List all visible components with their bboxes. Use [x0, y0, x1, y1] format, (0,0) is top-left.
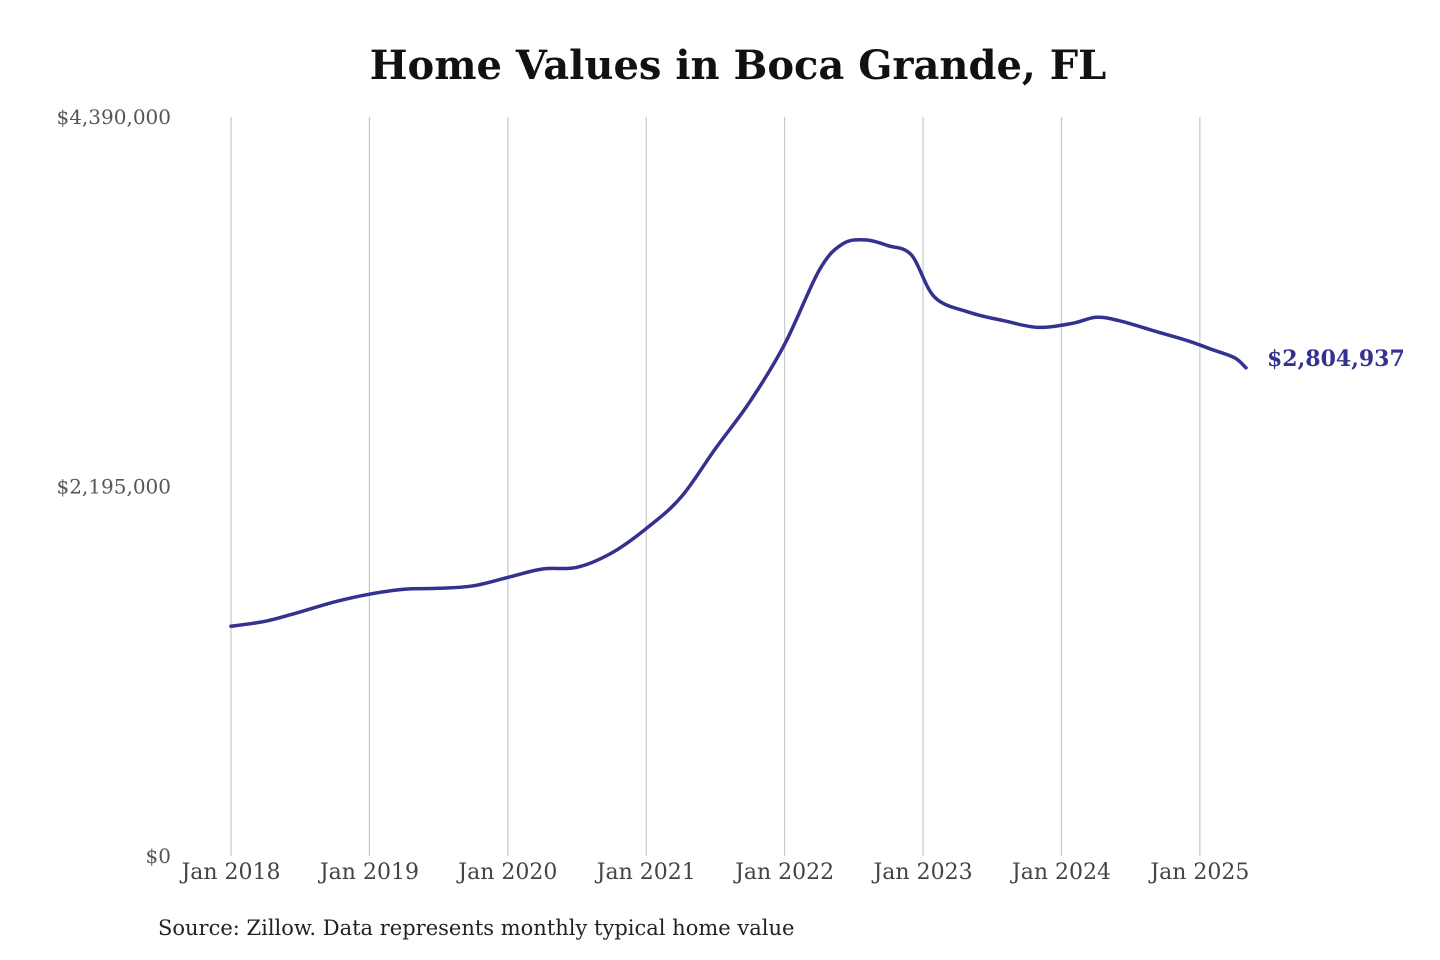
gridlines [230, 117, 1201, 856]
x-tick-label: Jan 2024 [1010, 860, 1111, 885]
x-tick-label: Jan 2018 [179, 860, 280, 885]
x-tick-label: Jan 2020 [456, 860, 557, 885]
series-group [229, 237, 1248, 628]
y-tick-label: $2,195,000 [56, 475, 171, 499]
x-tick-label: Jan 2022 [733, 860, 834, 885]
end-label-group: $2,804,937 [1267, 346, 1405, 372]
y-axis-tick-labels: $0 $2,195,000 $4,390,000 [56, 105, 171, 868]
end-value-label: $2,804,937 [1267, 346, 1405, 372]
series-line [229, 237, 1248, 628]
x-tick-label: Jan 2021 [595, 860, 696, 885]
chart-source-note: Source: Zillow. Data represents monthly … [158, 916, 795, 940]
x-tick-label: Jan 2019 [318, 860, 419, 885]
y-tick-label: $4,390,000 [56, 105, 171, 129]
y-tick-label: $0 [146, 844, 171, 868]
x-axis-tick-labels: Jan 2018 Jan 2019 Jan 2020 Jan 2021 Jan 2022… [179, 860, 1249, 885]
chart-title: Home Values in Boca Grande, FL [369, 42, 1107, 89]
x-tick-label: Jan 2023 [871, 860, 972, 885]
x-tick-label: Jan 2025 [1148, 860, 1249, 885]
